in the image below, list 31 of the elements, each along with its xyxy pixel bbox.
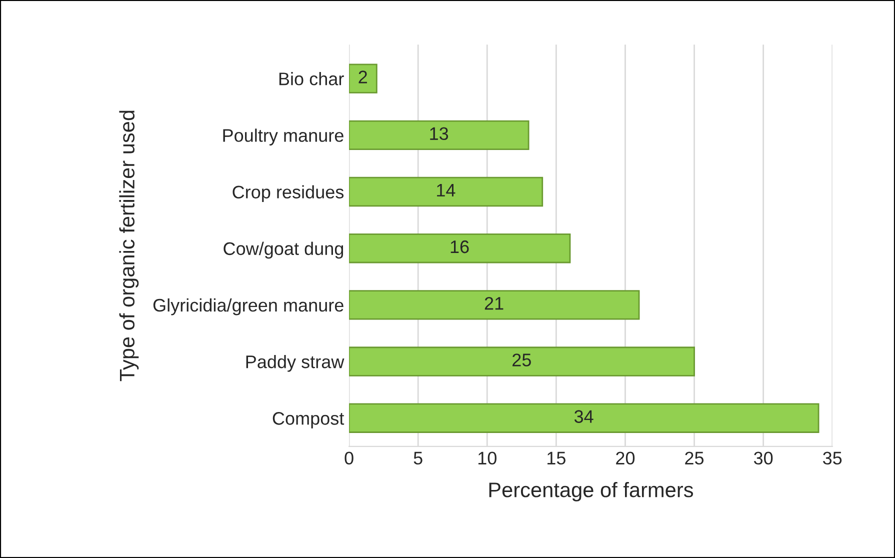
x-tick-label: 20 — [616, 452, 635, 465]
y-tick-label: Paddy straw — [246, 354, 344, 372]
y-tick-label: Compost — [272, 412, 344, 428]
y-tick-label: Crop residues — [232, 185, 344, 202]
y-axis-title: Type of organic fertilizer used — [119, 110, 139, 382]
x-tick-label: 30 — [754, 452, 773, 465]
data-label: 16 — [450, 240, 469, 254]
data-label: 13 — [430, 127, 448, 140]
data-label: 2 — [358, 70, 367, 84]
data-label: 34 — [574, 410, 594, 423]
y-tick-label: Cow/goat dung — [224, 242, 344, 259]
x-tick-label: 0 — [344, 452, 354, 465]
x-tick-label: 25 — [685, 452, 704, 465]
bar — [349, 176, 544, 207]
data-label: 25 — [512, 354, 531, 366]
x-tick-label: 10 — [478, 452, 496, 465]
bar — [349, 234, 571, 264]
bar — [349, 64, 378, 94]
x-tick-label: 5 — [414, 452, 422, 465]
data-label: 14 — [437, 184, 456, 196]
data-label: 21 — [484, 296, 504, 310]
bar — [349, 290, 640, 320]
y-tick-label: Poultry manure — [223, 128, 344, 146]
x-tick-label: 35 — [823, 452, 842, 465]
y-tick-label: Glyricidia/green manure — [153, 298, 344, 316]
bar — [349, 346, 695, 376]
x-axis-title: Percentage of farmers — [489, 482, 694, 502]
bar — [349, 403, 820, 433]
bar — [349, 120, 530, 150]
x-tick-label: 15 — [548, 452, 566, 465]
y-tick-label: Bio char — [279, 72, 344, 86]
